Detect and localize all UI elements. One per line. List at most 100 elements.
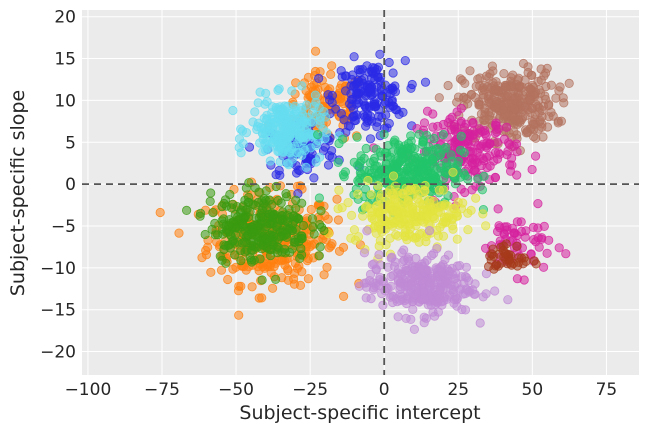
scatter-point	[459, 92, 469, 102]
scatter-point	[427, 154, 437, 164]
scatter-point	[267, 236, 277, 246]
scatter-point	[373, 181, 383, 191]
scatter-point	[275, 170, 285, 180]
scatter-point	[481, 221, 491, 231]
scatter-point	[476, 160, 487, 171]
scatter-point	[431, 144, 441, 154]
scatter-point	[389, 261, 399, 271]
scatter-point	[449, 122, 459, 132]
scatter-point	[471, 193, 481, 203]
scatter-point	[371, 281, 381, 291]
scatter-point	[448, 167, 458, 177]
scatter-point	[295, 280, 306, 290]
scatter-point	[219, 240, 229, 250]
scatter-point	[443, 80, 453, 91]
scatter-point	[338, 291, 349, 301]
scatter-point	[554, 243, 564, 253]
scatter-point	[239, 237, 249, 247]
scatter-point	[521, 226, 531, 236]
scatter-point	[365, 134, 376, 144]
scatter-point	[315, 242, 325, 252]
scatter-point	[384, 97, 394, 107]
scatter-point	[529, 256, 539, 266]
scatter-point	[501, 82, 511, 92]
scatter-point	[438, 185, 449, 195]
scatter-point	[291, 224, 301, 234]
scatter-point	[360, 184, 371, 194]
y-tick-label: 15	[54, 50, 76, 70]
scatter-point	[255, 228, 265, 238]
scatter-point	[388, 68, 398, 78]
scatter-point	[279, 244, 290, 254]
scatter-point	[228, 235, 238, 246]
scatter-point	[316, 222, 327, 232]
scatter-point	[363, 175, 373, 186]
scatter-point	[337, 134, 348, 144]
scatter-point	[327, 97, 337, 108]
scatter-point	[358, 211, 368, 221]
scatter-point	[530, 151, 541, 161]
scatter-point	[437, 267, 447, 277]
scatter-point	[297, 81, 307, 91]
scatter-point	[439, 212, 449, 223]
scatter-point	[414, 237, 424, 247]
x-tick-label: 75	[596, 380, 618, 400]
scatter-point	[553, 118, 563, 128]
scatter-point	[441, 142, 451, 153]
scatter-point	[327, 61, 337, 71]
scatter-point	[362, 201, 372, 211]
scatter-point	[250, 200, 260, 210]
scatter-point	[407, 269, 417, 279]
scatter-point	[228, 105, 238, 116]
scatter-point	[249, 220, 259, 230]
scatter-point	[417, 165, 427, 175]
scatter-point	[534, 124, 544, 134]
scatter-point	[533, 223, 543, 233]
scatter-point	[282, 264, 293, 274]
scatter-point	[424, 226, 435, 236]
scatter-point	[306, 204, 316, 215]
scatter-point	[303, 72, 313, 83]
scatter-point	[453, 156, 463, 166]
scatter-point	[221, 258, 231, 268]
scatter-point	[390, 181, 400, 191]
scatter-point	[250, 107, 260, 117]
scatter-point	[441, 162, 452, 172]
scatter-point	[395, 295, 405, 306]
reference-lines	[82, 10, 639, 375]
y-tick-labels: −20 −15 −10 −5 0 5 10 15 20	[40, 8, 76, 363]
scatter-point	[408, 170, 418, 180]
x-tick-label: −75	[144, 380, 180, 400]
scatter-point	[372, 122, 382, 132]
scatter-point	[447, 112, 457, 122]
scatter-point	[533, 76, 543, 86]
x-tick-labels: −100 −75 −50 −25 0 25 50 75	[65, 380, 618, 400]
scatter-point	[512, 170, 522, 180]
scatter-point	[521, 128, 531, 138]
scatter-point	[546, 80, 557, 90]
scatter-point	[490, 128, 500, 138]
scatter-point	[537, 233, 547, 243]
scatter-point	[284, 160, 294, 170]
scatter-point	[380, 148, 390, 158]
scatter-point	[405, 185, 415, 195]
scatter-point	[477, 185, 487, 195]
scatter-point	[386, 253, 396, 263]
scatter-point	[460, 170, 470, 180]
scatter-point	[509, 104, 520, 114]
scatter-point	[349, 52, 359, 62]
scatter-point	[455, 145, 466, 155]
scatter-point	[333, 204, 343, 214]
scatter-point	[499, 252, 509, 262]
scatter-point	[434, 93, 444, 103]
scatter-point	[320, 134, 330, 144]
scatter-point	[386, 202, 397, 212]
scatter-point	[518, 259, 528, 269]
scatter-point	[456, 131, 466, 141]
y-tick-label: 20	[54, 8, 76, 28]
scatter-point	[455, 285, 465, 295]
scatter-point	[349, 225, 359, 235]
scatter-point	[419, 312, 429, 322]
scatter-point	[319, 107, 329, 117]
scatter-point	[303, 274, 313, 284]
